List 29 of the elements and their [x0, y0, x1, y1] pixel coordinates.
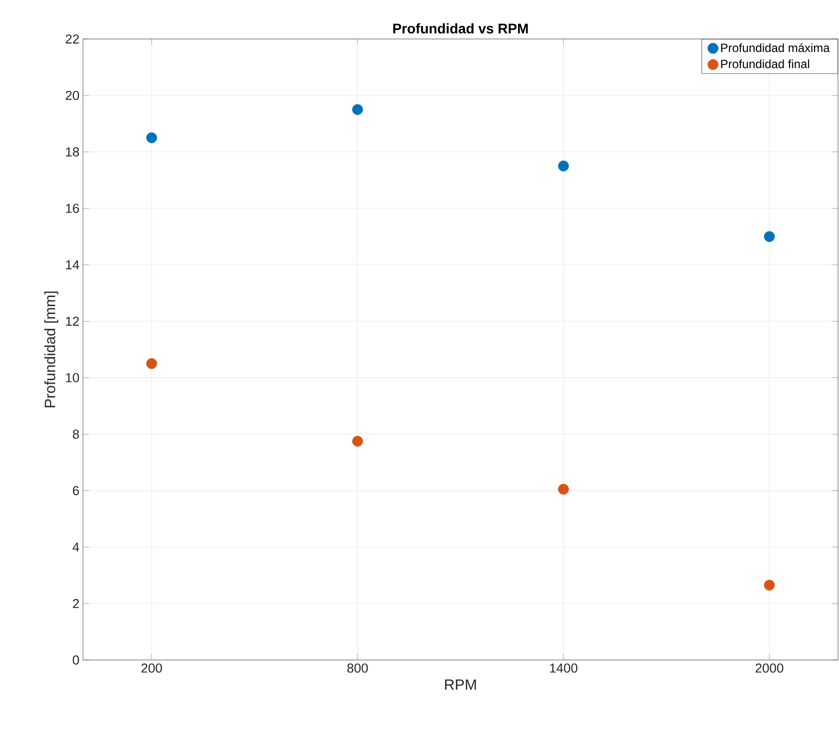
chart-title: Profundidad vs RPM	[393, 23, 528, 34]
x-tick-label: 2000	[756, 664, 784, 673]
y-tick-label: 10	[66, 373, 79, 382]
point	[146, 132, 158, 144]
point	[558, 160, 569, 172]
point	[146, 358, 158, 369]
x-tick-label: 1400	[550, 664, 578, 673]
x-tick-label: 200	[141, 664, 162, 673]
y-tick-label: 18	[66, 147, 79, 156]
y-tick-label: 14	[66, 260, 80, 270]
y-tick-label: 2	[72, 599, 79, 608]
legend-label: Profundidad final	[721, 59, 810, 68]
x-axis-title: RPM	[445, 680, 476, 690]
y-tick-label: 12	[66, 316, 79, 326]
point	[352, 104, 363, 115]
legend-label: Profundidad máxima	[721, 43, 830, 52]
y-tick-label: 16	[66, 204, 79, 213]
y-tick-label: 0	[72, 655, 79, 665]
y-axis-title: Profundidad [mm]	[44, 292, 58, 408]
x-tick-label: 800	[347, 664, 368, 673]
point	[558, 484, 569, 495]
y-tick-label: 20	[66, 90, 79, 100]
point	[764, 231, 775, 242]
y-tick-label: 22	[66, 34, 79, 44]
y-tick-label: 6	[72, 486, 79, 496]
y-tick-label: 8	[72, 430, 79, 439]
point	[764, 580, 775, 591]
y-tick-label: 4	[72, 542, 80, 552]
point	[352, 436, 363, 447]
